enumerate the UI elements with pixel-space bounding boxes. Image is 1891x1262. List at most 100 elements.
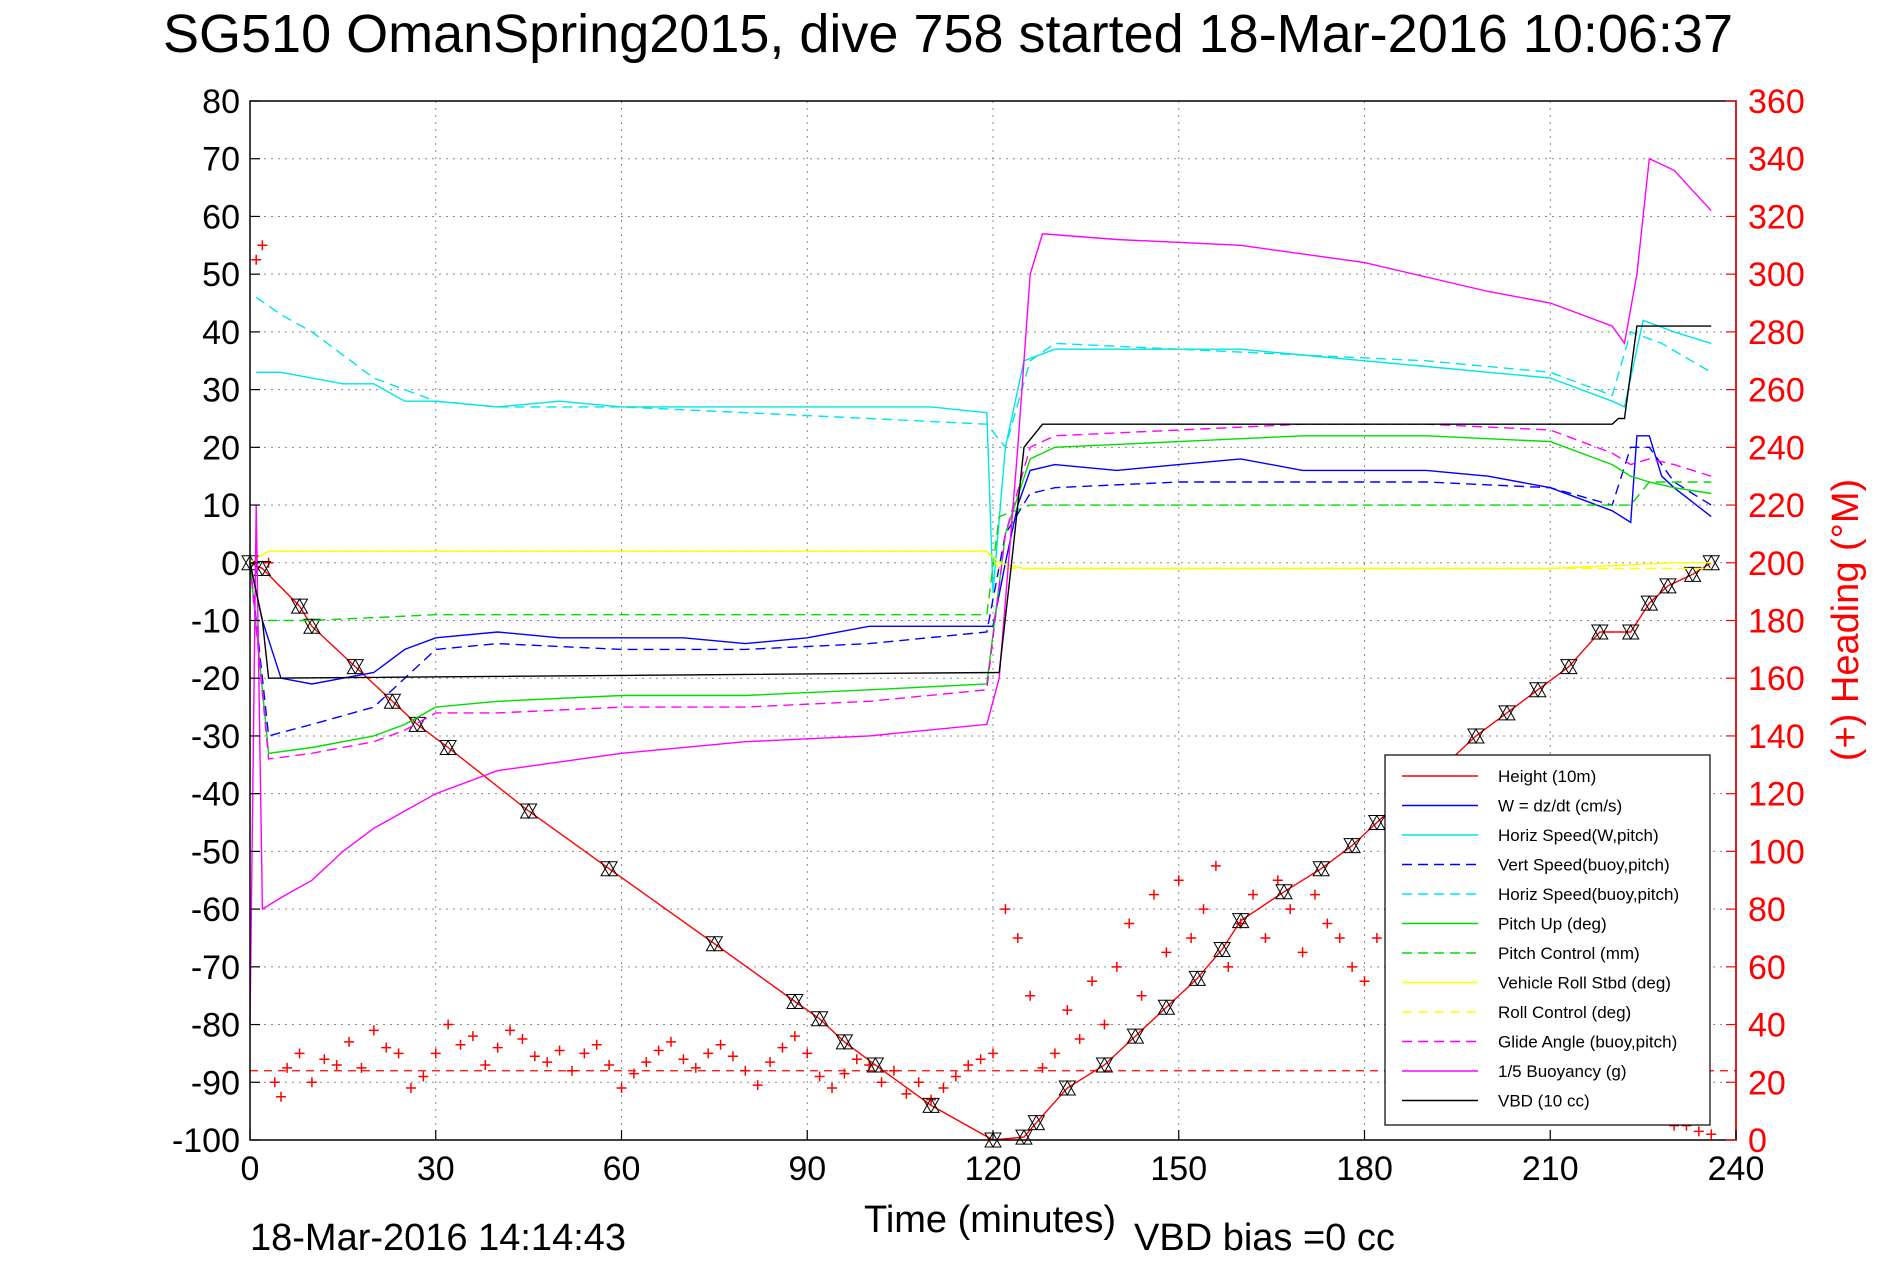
series-line bbox=[249, 550, 1712, 570]
heading-point bbox=[591, 1039, 602, 1050]
heading-point bbox=[851, 1054, 862, 1065]
y-tick-label: 60 bbox=[202, 198, 240, 236]
heading-point bbox=[938, 1083, 949, 1094]
x-tick-label: 60 bbox=[603, 1150, 641, 1188]
y2-tick-label: 320 bbox=[1748, 198, 1805, 236]
right-axis-label: (+) Heading (°M) bbox=[1825, 479, 1867, 761]
series-line bbox=[249, 435, 1712, 685]
footer-timestamp: 18-Mar-2016 14:14:43 bbox=[250, 1217, 626, 1259]
heading-point bbox=[777, 1042, 788, 1053]
heading-point bbox=[641, 1057, 652, 1068]
heading-point bbox=[1285, 904, 1296, 915]
heading-point bbox=[1359, 976, 1370, 987]
heading-point bbox=[678, 1054, 689, 1065]
heading-point bbox=[492, 1042, 503, 1053]
legend-entry: W = dz/dt (cm/s) bbox=[1498, 797, 1622, 816]
heading-point bbox=[1198, 904, 1209, 915]
heading-point bbox=[727, 1051, 738, 1062]
heading-point bbox=[542, 1057, 553, 1068]
height-marker bbox=[1126, 1028, 1145, 1045]
heading-point bbox=[480, 1059, 491, 1070]
heading-point bbox=[802, 1048, 813, 1059]
heading-point bbox=[765, 1057, 776, 1068]
heading-point bbox=[1186, 932, 1197, 943]
y-tick-label: -20 bbox=[191, 660, 240, 698]
height-marker bbox=[253, 560, 272, 577]
height-marker bbox=[383, 693, 402, 710]
legend-box bbox=[1384, 754, 1711, 1126]
height-marker bbox=[705, 935, 724, 952]
heading-point bbox=[418, 1071, 429, 1082]
series-line bbox=[249, 481, 1712, 622]
heading-point bbox=[1037, 1062, 1048, 1073]
heading-point bbox=[319, 1054, 330, 1065]
heading-point bbox=[529, 1051, 540, 1062]
heading-point bbox=[789, 1031, 800, 1042]
height-marker bbox=[1559, 658, 1578, 675]
x-tick-label: 120 bbox=[965, 1150, 1022, 1188]
heading-point bbox=[443, 1019, 454, 1030]
y2-tick-label: 60 bbox=[1748, 949, 1786, 987]
heading-point bbox=[1223, 961, 1234, 972]
height-marker bbox=[439, 739, 457, 756]
x-tick-label: 0 bbox=[241, 1150, 260, 1188]
heading-point bbox=[257, 240, 268, 251]
heading-point bbox=[715, 1039, 726, 1050]
height-marker bbox=[1275, 883, 1293, 900]
height-marker bbox=[1188, 970, 1207, 987]
y-tick-label: -100 bbox=[172, 1122, 240, 1160]
series-line bbox=[249, 423, 1712, 760]
y2-tick-label: 240 bbox=[1748, 429, 1805, 467]
heading-point bbox=[1148, 889, 1159, 900]
height-marker bbox=[1343, 837, 1361, 854]
x-tick-label: 90 bbox=[788, 1150, 826, 1188]
height-marker bbox=[1312, 860, 1331, 877]
legend-entry: Roll Control (deg) bbox=[1498, 1003, 1631, 1022]
y-tick-label: -70 bbox=[191, 949, 240, 987]
y-tick-label: 50 bbox=[202, 256, 240, 294]
legend-entry: Horiz Speed(W,pitch) bbox=[1498, 826, 1659, 845]
heading-point bbox=[505, 1025, 516, 1036]
x-tick-label: 240 bbox=[1708, 1150, 1765, 1188]
heading-point bbox=[604, 1059, 615, 1070]
y2-tick-label: 200 bbox=[1748, 545, 1805, 583]
heading-point bbox=[1124, 918, 1135, 929]
y-tick-label: -50 bbox=[191, 833, 240, 871]
heading-point bbox=[876, 1077, 887, 1088]
height-marker bbox=[303, 618, 321, 635]
x-tick-label: 180 bbox=[1336, 1150, 1393, 1188]
y-tick-label: -10 bbox=[191, 603, 240, 641]
height-marker bbox=[835, 1033, 854, 1050]
x-tick-label: 210 bbox=[1522, 1150, 1579, 1188]
height-marker bbox=[1015, 1129, 1033, 1146]
y2-tick-label: 80 bbox=[1748, 891, 1786, 929]
heading-point bbox=[368, 1025, 379, 1036]
height-marker bbox=[1640, 595, 1659, 612]
legend-entry: Height (10m) bbox=[1498, 767, 1596, 786]
footer-vbd-bias: VBD bias =0 cc bbox=[1134, 1217, 1395, 1259]
heading-point bbox=[1087, 976, 1098, 987]
heading-point bbox=[1111, 961, 1122, 972]
heading-point bbox=[263, 557, 274, 568]
heading-point bbox=[294, 1048, 305, 1059]
heading-point bbox=[393, 1048, 404, 1059]
heading-point bbox=[1161, 947, 1172, 958]
y2-tick-label: 0 bbox=[1748, 1122, 1767, 1160]
height-marker bbox=[1213, 941, 1231, 958]
y-tick-label: 30 bbox=[202, 372, 240, 410]
x-axis-label: Time (minutes) bbox=[864, 1199, 1116, 1241]
heading-point bbox=[517, 1033, 528, 1044]
heading-point bbox=[703, 1048, 714, 1059]
heading-point bbox=[1173, 875, 1184, 886]
heading-point bbox=[1074, 1033, 1085, 1044]
heading-point bbox=[616, 1083, 627, 1094]
height-marker bbox=[922, 1097, 940, 1114]
y2-tick-label: 140 bbox=[1748, 718, 1805, 756]
y-tick-label: 10 bbox=[202, 487, 240, 525]
axis-ticks: 0 30 60 90 120 150 180 210 24080706050403020100-… bbox=[172, 83, 1805, 1188]
y-tick-label: 80 bbox=[202, 83, 240, 121]
x-tick-label: 30 bbox=[417, 1150, 455, 1188]
heading-point bbox=[306, 1077, 317, 1088]
heading-point bbox=[926, 1094, 937, 1105]
series-line bbox=[249, 435, 1712, 755]
